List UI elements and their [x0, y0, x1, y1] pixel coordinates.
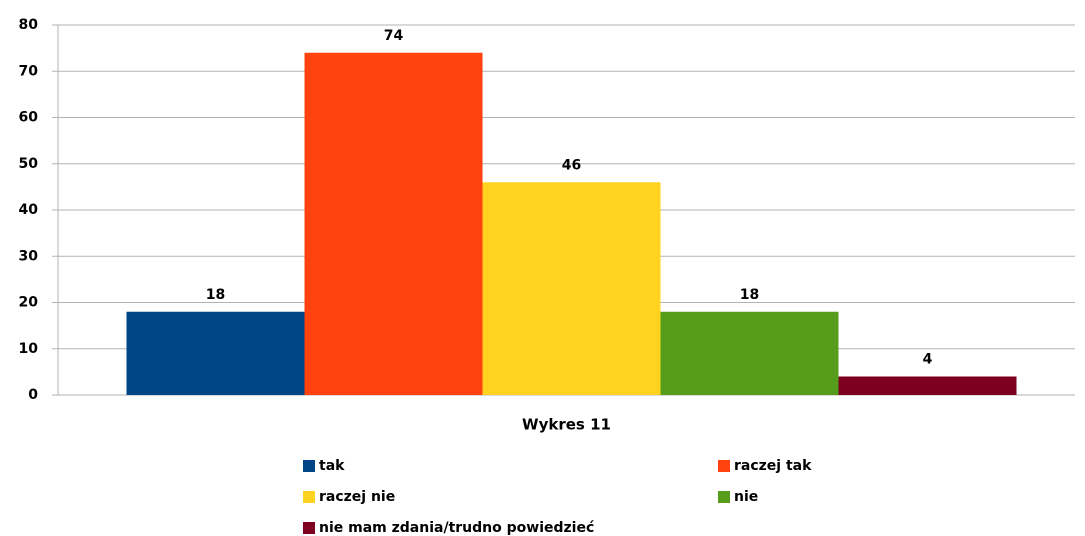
y-tick-label: 60	[19, 110, 39, 126]
legend-label: raczej tak	[734, 458, 812, 474]
bar	[482, 182, 661, 395]
y-tick-label: 0	[28, 387, 38, 403]
legend-swatch	[718, 491, 730, 503]
y-tick-label: 50	[19, 156, 39, 172]
legend-swatch	[303, 460, 315, 472]
data-label: 46	[562, 157, 581, 173]
data-label: 18	[206, 287, 225, 303]
legend-label: nie	[734, 489, 758, 505]
legend-swatch	[718, 460, 730, 472]
data-label: 18	[740, 287, 759, 303]
bar	[838, 376, 1017, 395]
y-tick-label: 20	[19, 295, 39, 311]
legend-label: raczej nie	[319, 489, 395, 505]
x-tick-label: Wykres 11	[522, 416, 611, 434]
data-label: 4	[923, 352, 933, 368]
data-label: 74	[384, 28, 404, 44]
y-tick-label: 40	[19, 202, 39, 218]
y-tick-label: 70	[19, 63, 39, 79]
legend-label: nie mam zdania/trudno powiedzieć	[319, 520, 594, 536]
legend-swatch	[303, 522, 315, 534]
bar	[660, 311, 839, 395]
bar	[126, 311, 305, 395]
legend-label: tak	[319, 458, 345, 474]
y-tick-label: 80	[19, 17, 39, 33]
bar	[304, 52, 483, 395]
y-tick-label: 30	[19, 248, 39, 264]
legend-swatch	[303, 491, 315, 503]
y-tick-label: 10	[19, 341, 39, 357]
